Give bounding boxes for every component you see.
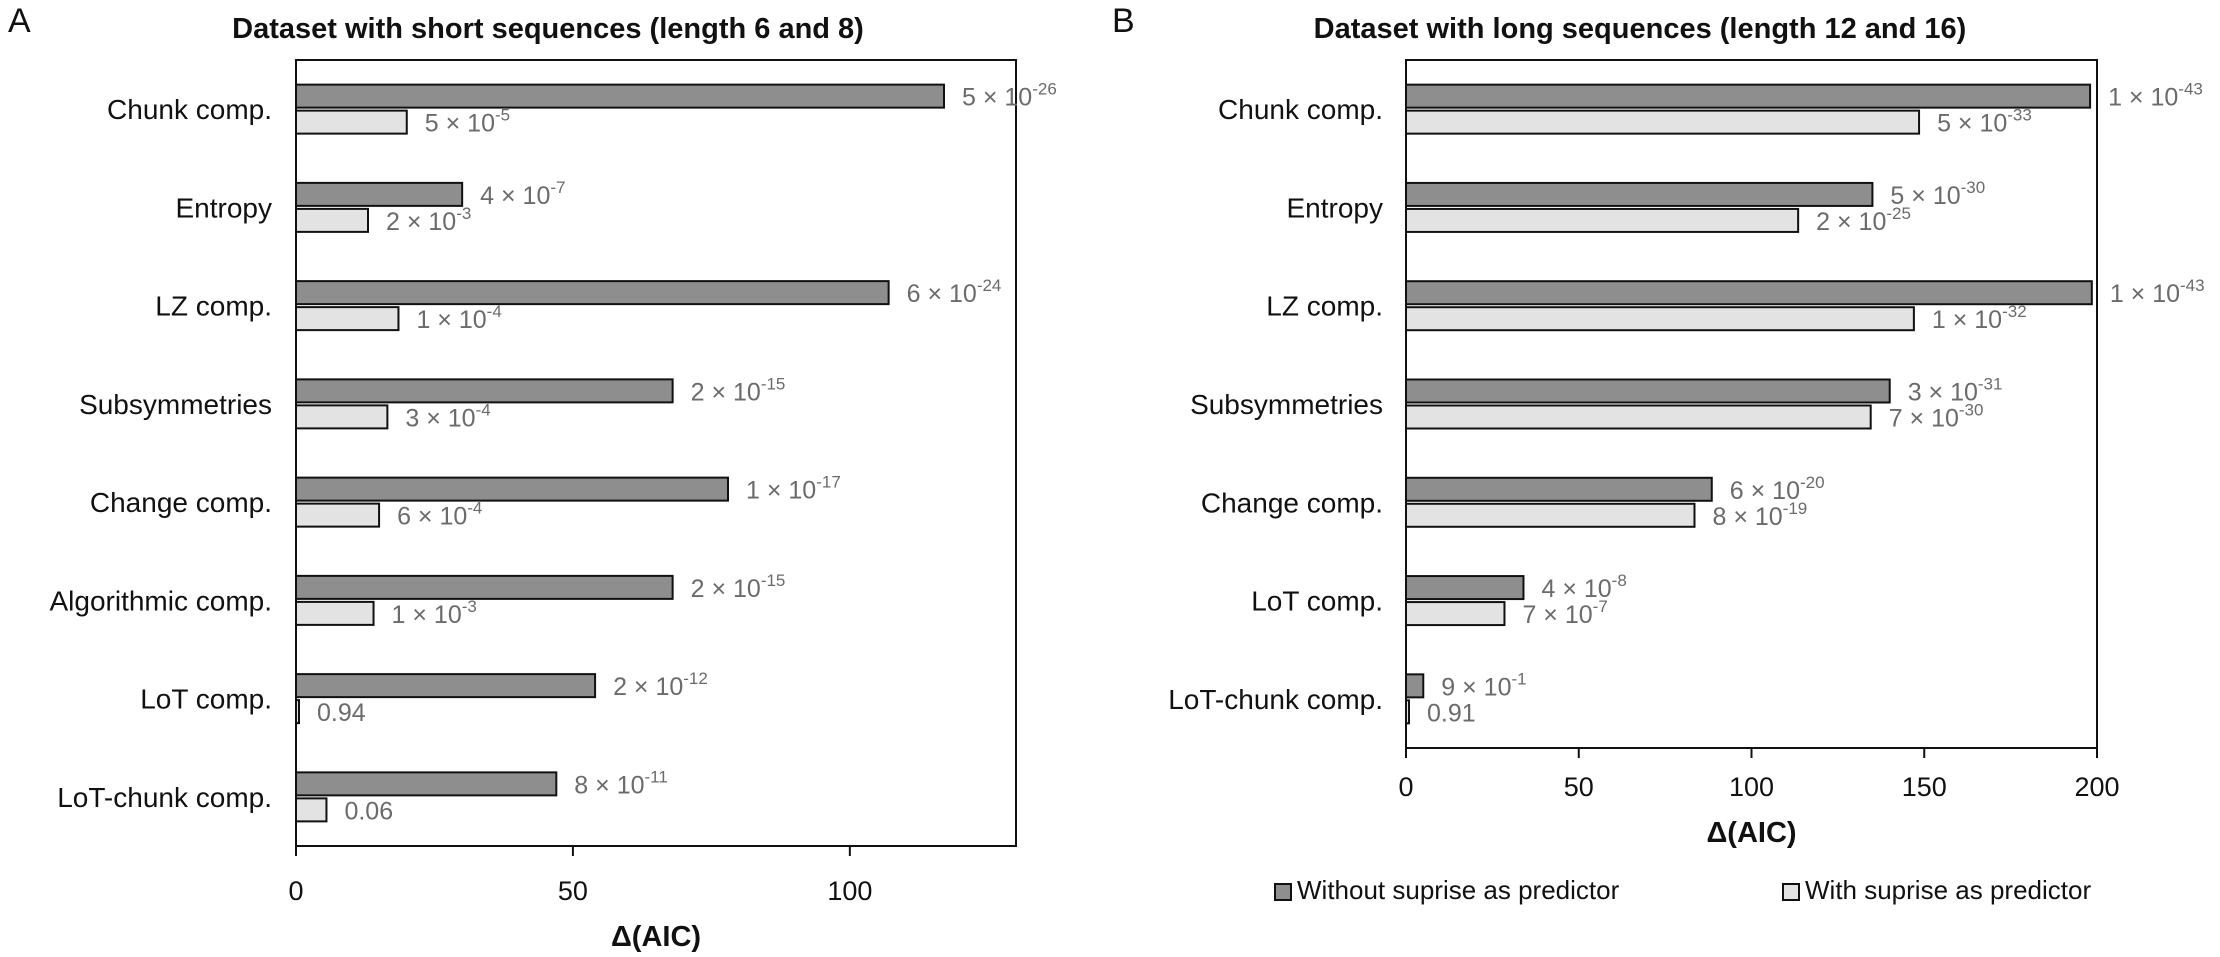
plot-frame	[1405, 59, 2098, 749]
category-label: Change comp.	[1201, 487, 1383, 518]
x-axis-label: Δ(AIC)	[1706, 817, 1796, 849]
bar-without-surprise	[295, 476, 729, 502]
category-label: Chunk comp.	[107, 94, 272, 125]
x-tick-label: 200	[2074, 772, 2119, 802]
x-tick-label: 100	[827, 876, 872, 906]
bar-value-label: 4 × 10-8	[1541, 571, 1626, 603]
bar-with-surprise	[1405, 601, 1506, 627]
chart-title: Dataset with long sequences (length 12 a…	[1314, 13, 1967, 45]
legend-label: Without suprise as predictor	[1297, 875, 1620, 905]
bar-without-surprise	[1405, 673, 1425, 699]
bar-value-label: 5 × 10-30	[1890, 178, 1985, 210]
chart-panel-b: B Dataset with long sequences (length 12 …	[1112, 2, 2205, 849]
bar-value-label: 6 × 10-24	[907, 276, 1002, 308]
bar-with-surprise	[1405, 404, 1872, 430]
x-tick-label: 100	[1729, 772, 1774, 802]
x-tick-label: 0	[288, 876, 303, 906]
category-label: Algorithmic comp.	[49, 585, 272, 616]
bar-without-surprise	[1405, 476, 1713, 502]
bar-value-label: 6 × 10-4	[397, 499, 482, 531]
bar-value-label: 2 × 10-15	[691, 374, 786, 406]
legend-swatch	[1274, 883, 1292, 901]
category-label: Entropy	[1287, 192, 1384, 223]
chart-title: Dataset with short sequences (length 6 a…	[232, 13, 864, 45]
bar-value-label: 6 × 10-20	[1730, 473, 1825, 505]
bar-with-surprise	[1405, 502, 1696, 528]
bar-with-surprise	[1405, 699, 1410, 725]
category-label: LoT comp.	[1251, 586, 1383, 617]
category-label: LZ comp.	[155, 291, 272, 322]
bar-value-label: 8 × 10-11	[574, 767, 668, 799]
panel-letter: A	[8, 2, 31, 40]
bar-with-surprise	[295, 502, 381, 528]
bar-value-label: 2 × 10-12	[613, 669, 708, 701]
category-label: Subsymmetries	[79, 389, 272, 420]
legend-label: With suprise as predictor	[1805, 875, 2091, 905]
bar-value-label: 7 × 10-30	[1889, 401, 1984, 433]
bar-value-label: 1 × 10-43	[2110, 276, 2205, 308]
legend: Without suprise as predictor With suprise…	[1274, 875, 2091, 905]
bar-value-label: 1 × 10-4	[416, 302, 501, 334]
bar-value-label: 0.94	[317, 699, 366, 727]
legend-swatch	[1782, 883, 1800, 901]
category-label: Change comp.	[90, 487, 272, 518]
bar-value-label: 8 × 10-19	[1712, 499, 1807, 531]
bar-value-label: 5 × 10-26	[962, 80, 1057, 112]
bar-without-surprise	[295, 771, 558, 797]
category-label: LZ comp.	[1266, 291, 1383, 322]
bar-with-surprise	[295, 207, 369, 233]
panel-letter: B	[1112, 2, 1135, 40]
category-label: LoT-chunk comp.	[1168, 684, 1383, 715]
bar-value-label: 7 × 10-7	[1522, 597, 1607, 629]
bar-without-surprise	[1405, 83, 2092, 109]
bar-with-surprise	[295, 109, 408, 135]
category-label: Subsymmetries	[1190, 389, 1383, 420]
bar-without-surprise	[295, 83, 945, 109]
bar-with-surprise	[295, 797, 328, 823]
bar-with-surprise	[295, 600, 375, 626]
x-tick-label: 0	[1398, 772, 1413, 802]
bar-value-label: 1 × 10-3	[392, 597, 477, 629]
x-tick-label: 150	[1902, 772, 1947, 802]
bar-with-surprise	[1405, 306, 1915, 332]
chart-panel-a: A Dataset with short sequences (length 6 …	[8, 2, 1057, 953]
bar-with-surprise	[295, 306, 400, 332]
bar-without-surprise	[1405, 181, 1874, 207]
bar-value-label: 9 × 10-1	[1441, 669, 1526, 701]
bar-without-surprise	[295, 574, 674, 600]
bar-with-surprise	[295, 699, 300, 725]
category-label: LoT comp.	[140, 684, 272, 715]
x-tick-label: 50	[558, 876, 588, 906]
bar-value-label: 5 × 10-33	[1937, 106, 2032, 138]
category-label: Entropy	[176, 192, 273, 223]
bar-value-label: 3 × 10-4	[405, 400, 490, 432]
bar-value-label: 2 × 10-15	[691, 571, 786, 603]
bar-value-label: 5 × 10-5	[425, 106, 510, 138]
bar-value-label: 3 × 10-31	[1908, 375, 2003, 407]
bar-value-label: 1 × 10-17	[746, 473, 841, 505]
bar-value-label: 0.91	[1427, 699, 1476, 727]
bar-without-surprise	[1405, 280, 2093, 306]
bar-value-label: 1 × 10-43	[2108, 80, 2203, 112]
bar-value-label: 2 × 10-25	[1816, 204, 1911, 236]
bar-without-surprise	[1405, 575, 1525, 601]
bar-value-label: 0.06	[344, 797, 393, 825]
x-tick-label: 50	[1564, 772, 1594, 802]
bar-with-surprise	[1405, 109, 1921, 135]
category-label: LoT-chunk comp.	[57, 782, 272, 813]
bar-value-label: 1 × 10-32	[1932, 302, 2027, 334]
x-axis-label: Δ(AIC)	[611, 921, 701, 953]
bar-without-surprise	[295, 280, 890, 306]
bar-with-surprise	[1405, 207, 1800, 233]
plot-frame	[295, 59, 1017, 847]
bar-without-surprise	[1405, 378, 1891, 404]
bar-with-surprise	[295, 404, 389, 430]
bar-without-surprise	[295, 673, 597, 699]
category-label: Chunk comp.	[1218, 94, 1383, 125]
bar-value-label: 4 × 10-7	[480, 178, 565, 210]
bar-without-surprise	[295, 181, 464, 207]
bar-value-label: 2 × 10-3	[386, 204, 471, 236]
bar-without-surprise	[295, 378, 674, 404]
